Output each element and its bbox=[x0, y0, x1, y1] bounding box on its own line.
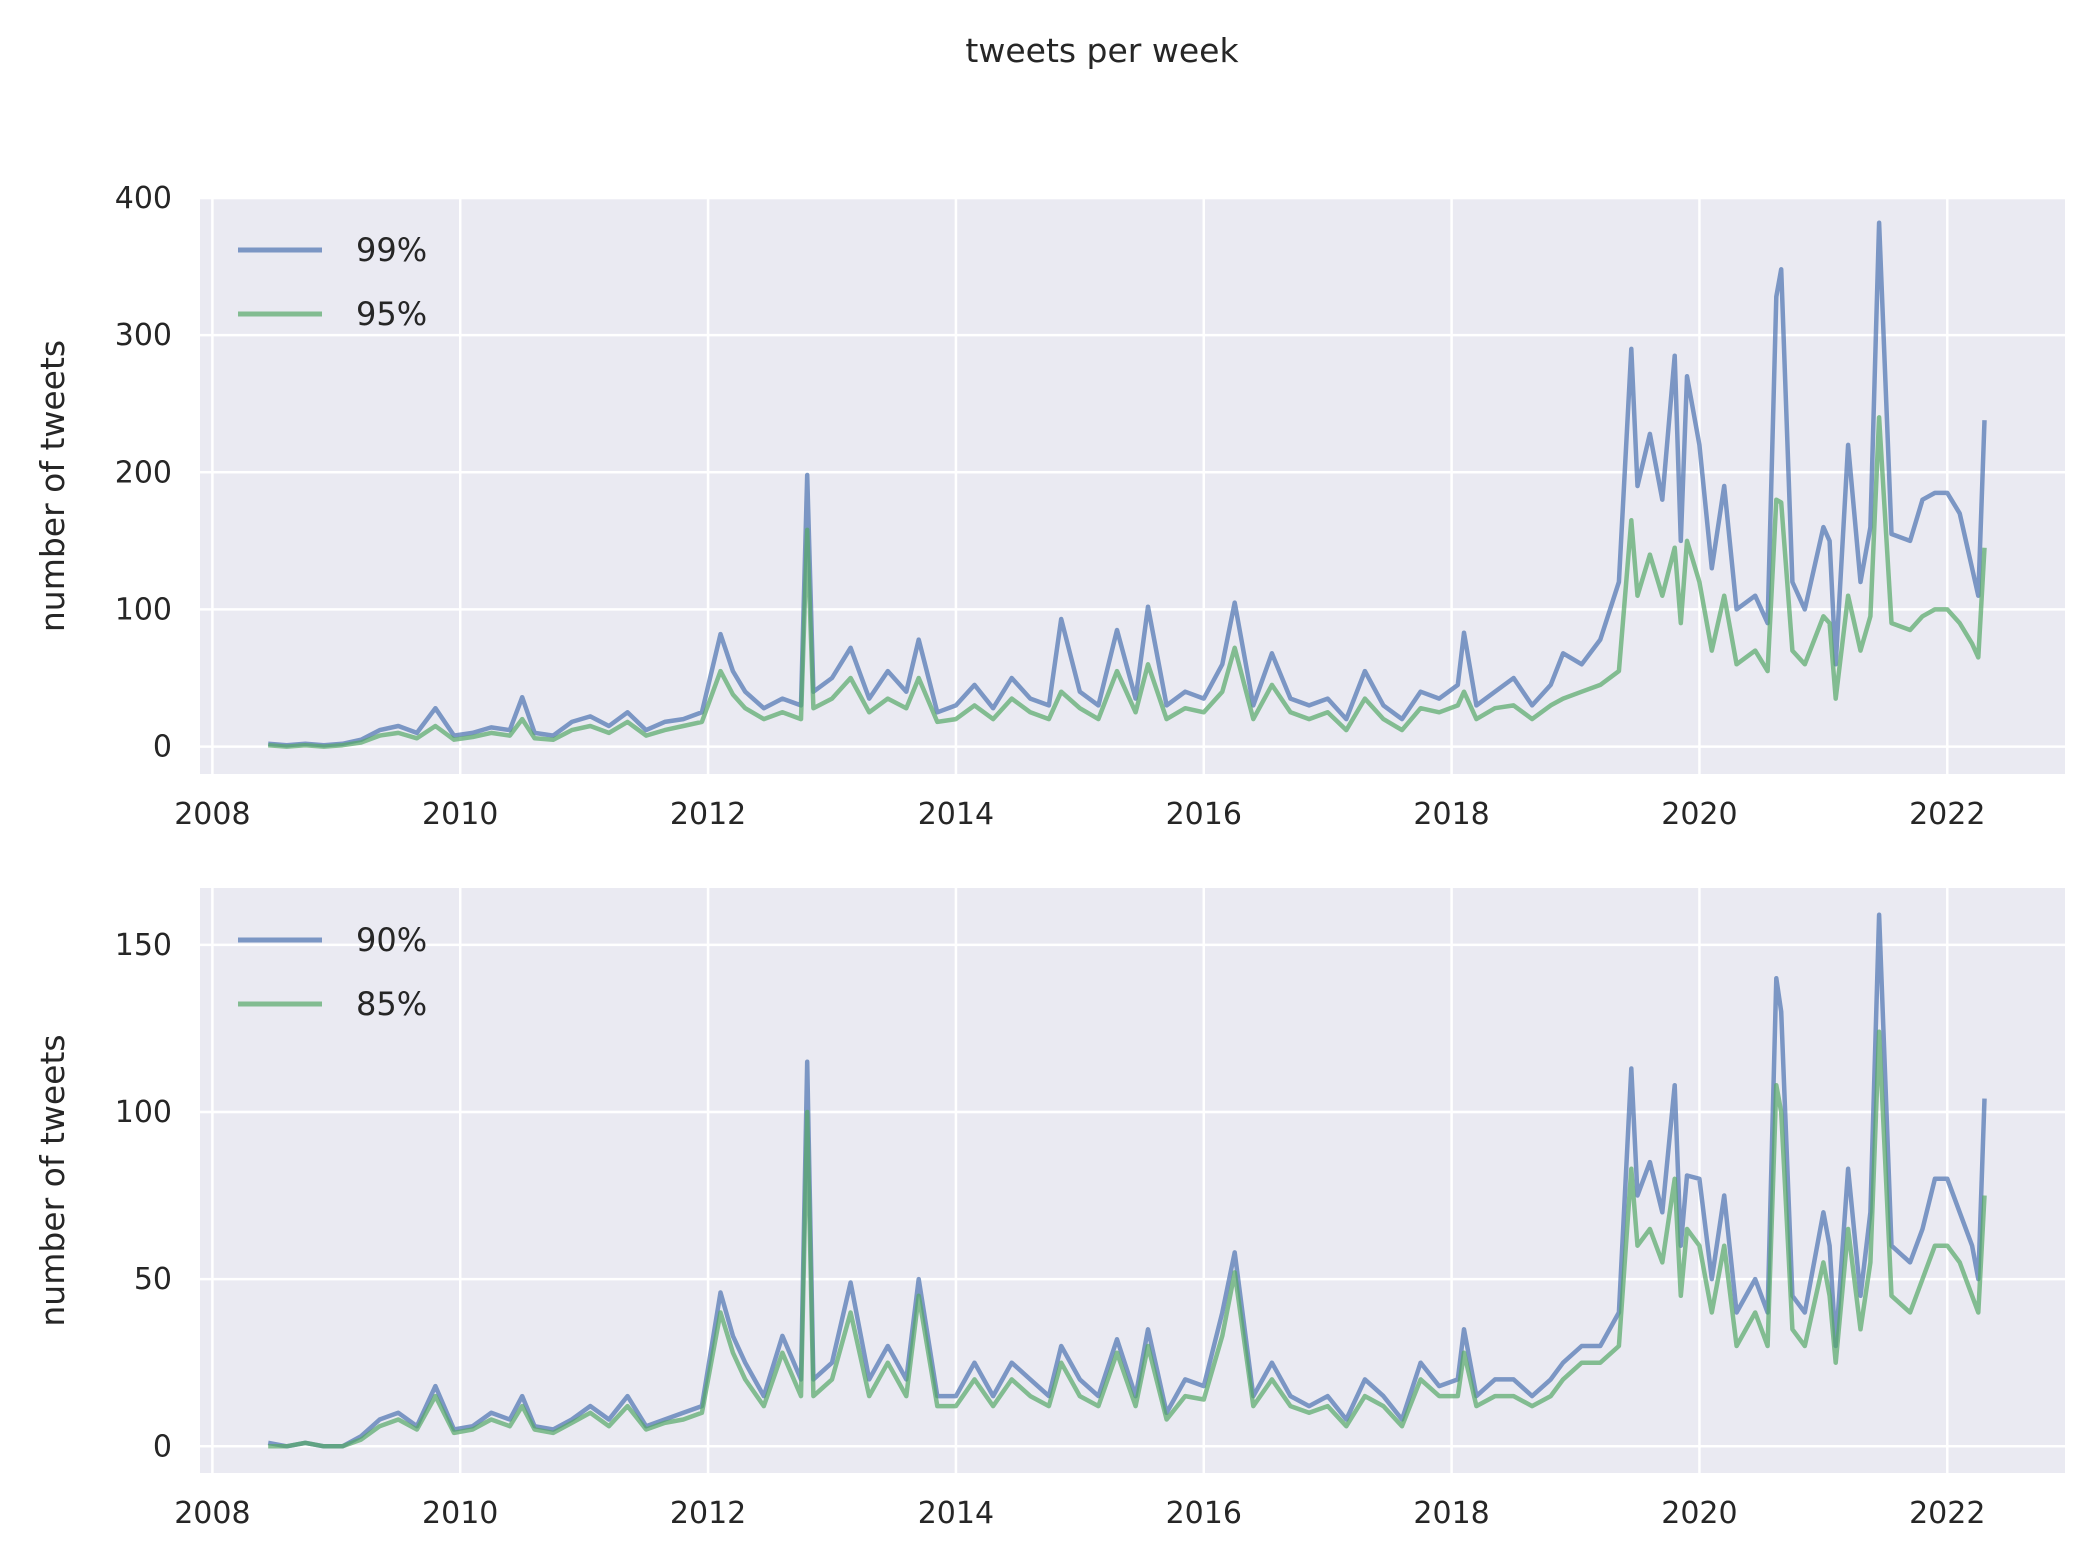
x-tick-label: 2014 bbox=[918, 1496, 994, 1531]
x-tick-label: 2014 bbox=[918, 797, 994, 832]
x-tick-label: 2008 bbox=[174, 797, 250, 832]
legend-label: 95% bbox=[356, 295, 427, 333]
x-tick-label: 2020 bbox=[1661, 1496, 1737, 1531]
y-tick-label: 400 bbox=[115, 181, 172, 216]
x-tick-label: 2012 bbox=[670, 797, 746, 832]
x-tick-label: 2018 bbox=[1413, 1496, 1489, 1531]
chart-panel-top: 2008 2010 2012 2014 2016 2018 2020 2022 0 100 200 3… bbox=[33, 181, 2065, 832]
x-tick-label: 2020 bbox=[1661, 797, 1737, 832]
y-tick-label: 0 bbox=[153, 730, 172, 765]
legend-label: 90% bbox=[356, 921, 427, 959]
x-tick-label: 2010 bbox=[422, 797, 498, 832]
y-tick-label: 100 bbox=[115, 1095, 172, 1130]
chart-panel-bottom: 2008 2010 2012 2014 2016 2018 2020 2022 0 50 100 15… bbox=[33, 888, 2065, 1531]
y-tick-label: 50 bbox=[134, 1262, 172, 1297]
series-line-99% bbox=[268, 220, 1987, 748]
x-tick-label: 2022 bbox=[1909, 1496, 1985, 1531]
y-axis-label: number of tweets bbox=[33, 1034, 72, 1326]
y-tick-label: 150 bbox=[115, 928, 172, 963]
y-axis-label: number of tweets bbox=[33, 340, 72, 632]
figure-title: tweets per week bbox=[965, 31, 1239, 70]
series-line-85% bbox=[268, 1029, 1987, 1449]
x-tick-label: 2016 bbox=[1166, 797, 1242, 832]
series-line-95% bbox=[268, 415, 1987, 749]
y-tick-label: 200 bbox=[115, 455, 172, 490]
x-tick-label: 2016 bbox=[1166, 1496, 1242, 1531]
x-tick-label: 2018 bbox=[1413, 797, 1489, 832]
series-line-90% bbox=[267, 912, 1987, 1449]
y-tick-label: 300 bbox=[115, 318, 172, 353]
plot-area bbox=[200, 888, 2065, 1473]
legend-label: 99% bbox=[356, 231, 427, 269]
x-tick-label: 2008 bbox=[174, 1496, 250, 1531]
x-tick-label: 2012 bbox=[670, 1496, 746, 1531]
x-tick-label: 2010 bbox=[422, 1496, 498, 1531]
y-tick-label: 100 bbox=[115, 592, 172, 627]
plot-area bbox=[200, 198, 2065, 774]
legend-label: 85% bbox=[356, 985, 427, 1023]
x-tick-label: 2022 bbox=[1909, 797, 1985, 832]
y-tick-label: 0 bbox=[153, 1429, 172, 1464]
